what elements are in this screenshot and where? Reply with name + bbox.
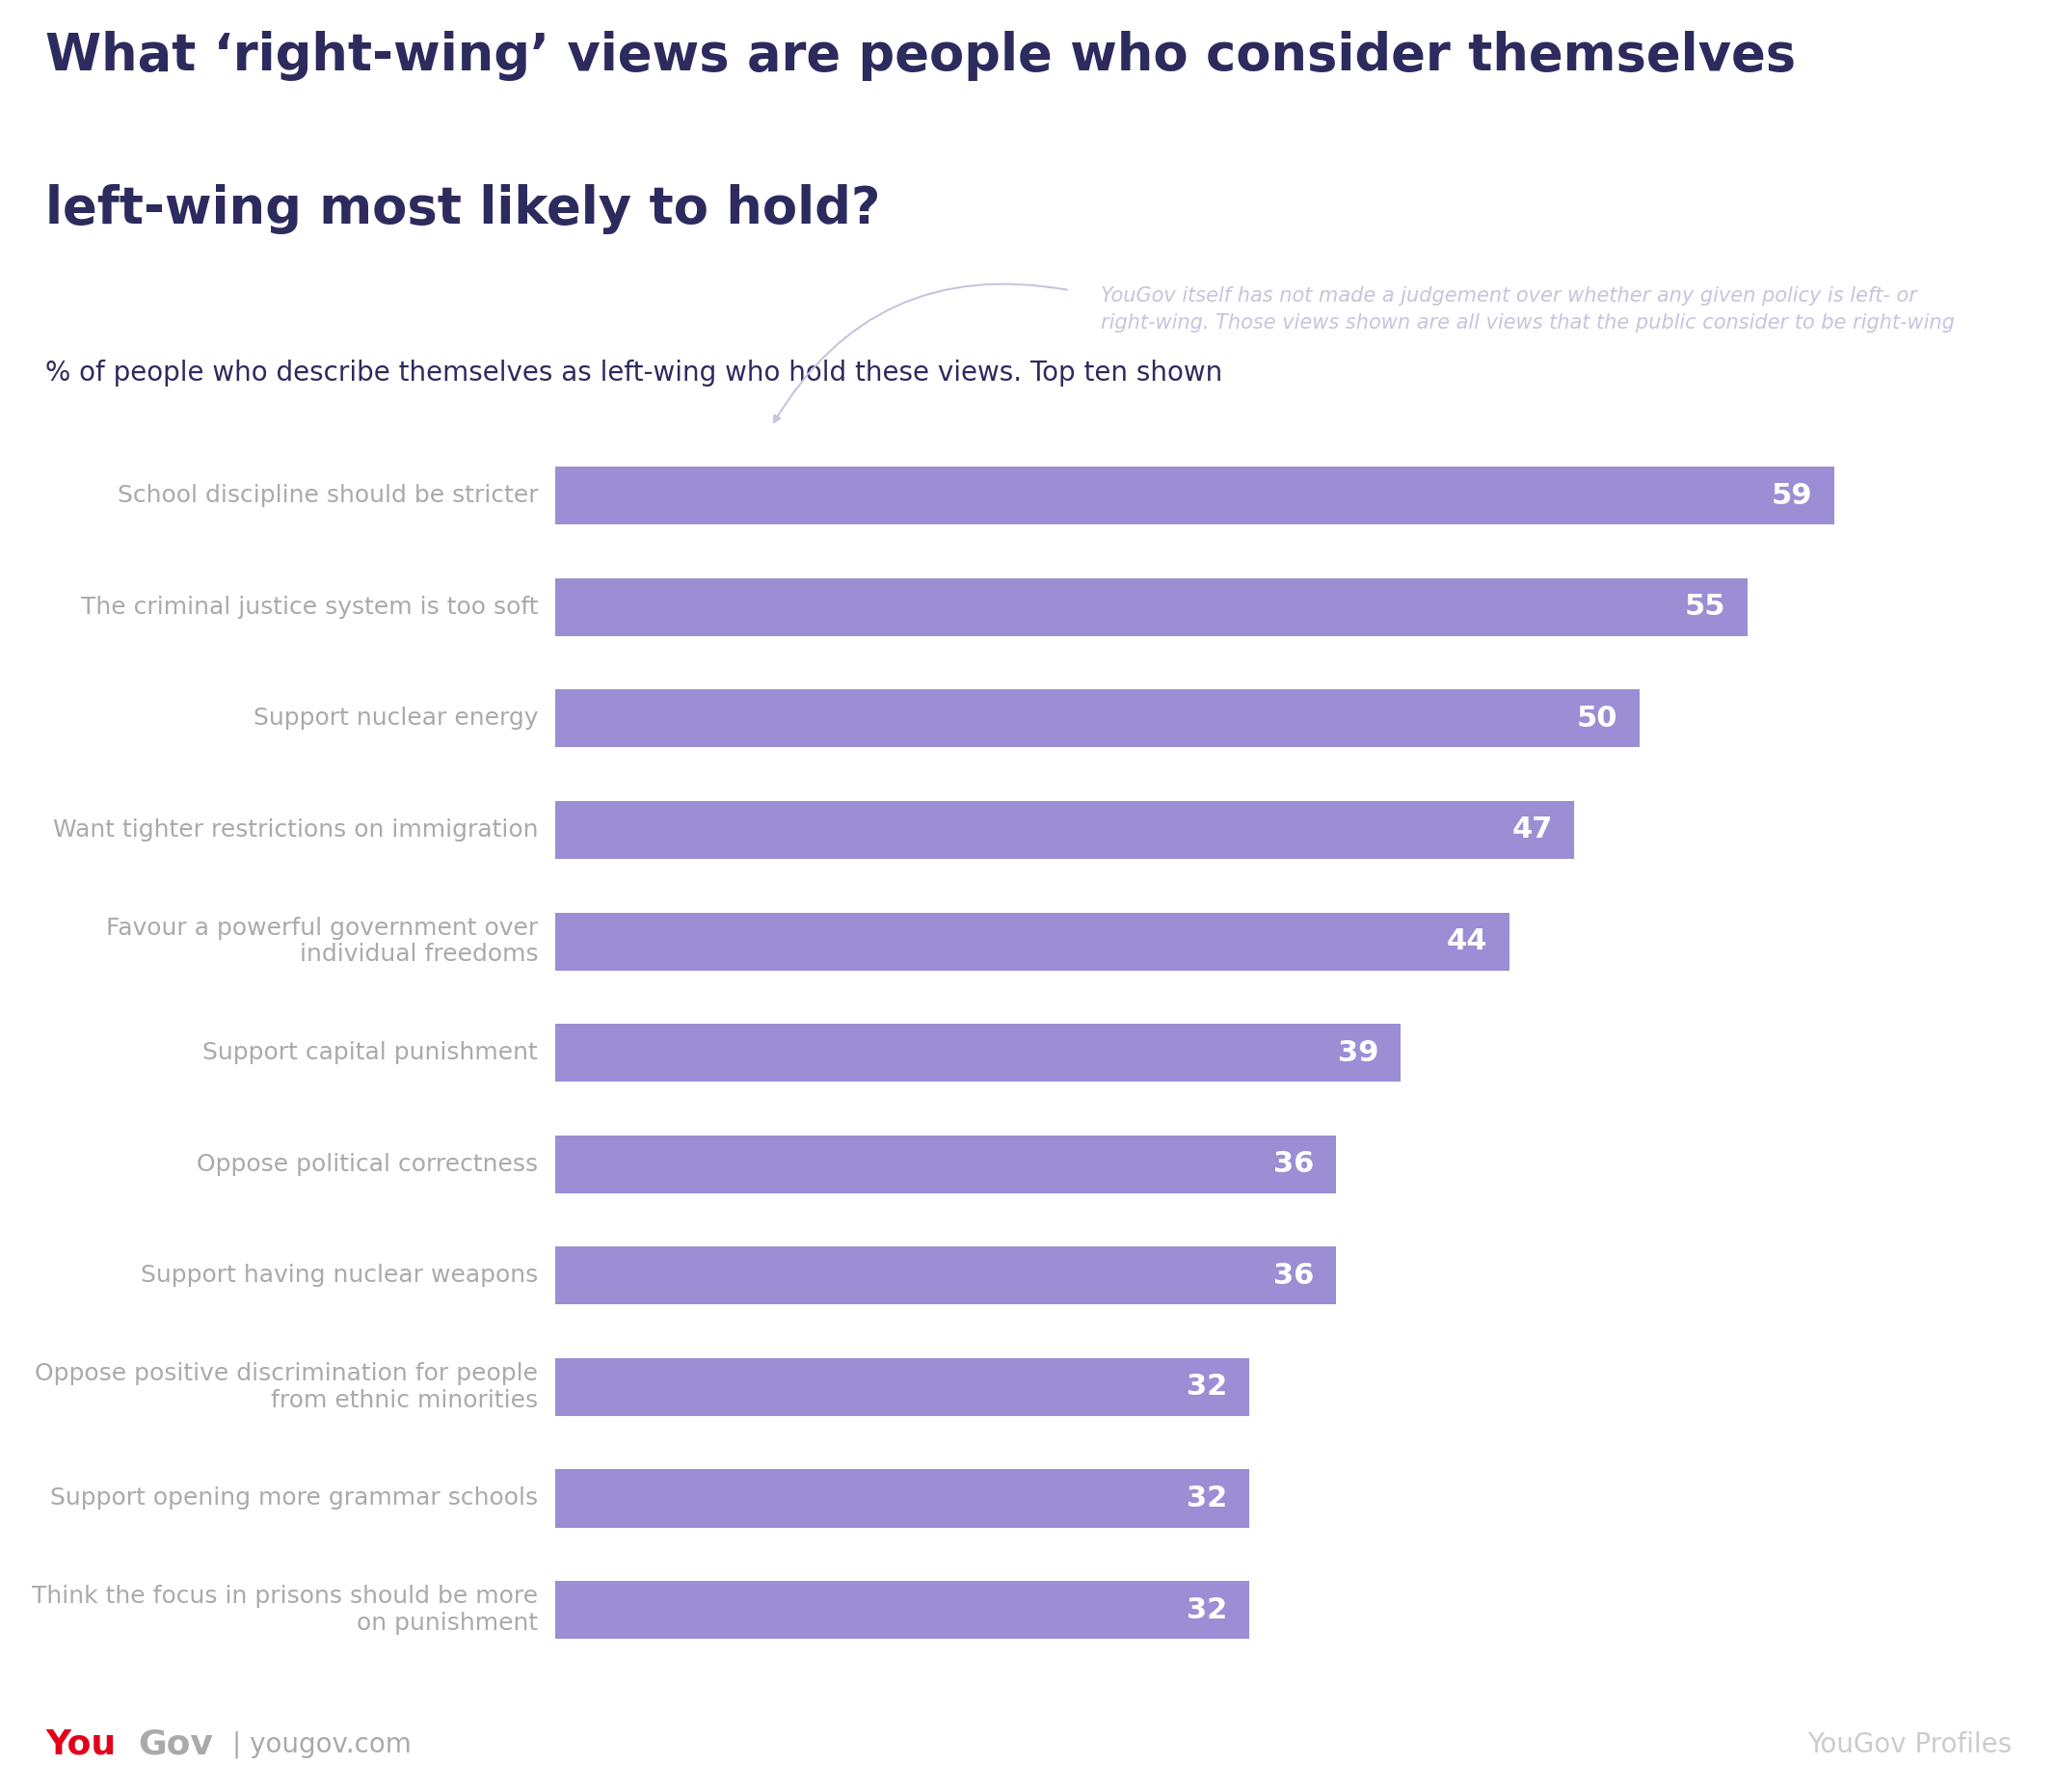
Text: Oppose positive discrimination for people
from ethnic minorities: Oppose positive discrimination for peopl… <box>35 1362 539 1412</box>
Text: School discipline should be stricter: School discipline should be stricter <box>117 484 539 507</box>
Bar <box>555 1469 1249 1527</box>
Bar <box>555 912 1510 969</box>
Bar <box>555 1581 1249 1640</box>
Text: YouGov Profiles: YouGov Profiles <box>1808 1731 2012 1758</box>
Text: Want tighter restrictions on immigration: Want tighter restrictions on immigration <box>53 819 539 842</box>
Bar <box>555 466 1835 525</box>
Bar <box>555 690 1639 747</box>
Text: 47: 47 <box>1512 815 1553 844</box>
Text: Support nuclear energy: Support nuclear energy <box>253 708 539 729</box>
Text: 59: 59 <box>1771 482 1812 509</box>
Bar <box>555 1023 1401 1082</box>
Text: 32: 32 <box>1187 1597 1228 1624</box>
Text: What ‘right-wing’ views are people who consider themselves: What ‘right-wing’ views are people who c… <box>45 30 1796 81</box>
Text: | yougov.com: | yougov.com <box>232 1731 411 1758</box>
Text: 50: 50 <box>1576 704 1617 733</box>
Bar <box>555 579 1748 636</box>
Bar <box>555 1136 1335 1193</box>
Text: Gov: Gov <box>138 1727 212 1762</box>
Text: 36: 36 <box>1273 1150 1314 1177</box>
Bar <box>555 1358 1249 1416</box>
Text: Favour a powerful government over
individual freedoms: Favour a powerful government over indivi… <box>107 916 539 966</box>
Text: Think the focus in prisons should be more
on punishment: Think the focus in prisons should be mor… <box>31 1584 539 1634</box>
Text: 32: 32 <box>1187 1373 1228 1401</box>
Bar <box>555 1247 1335 1305</box>
Text: 39: 39 <box>1339 1039 1378 1066</box>
Text: You: You <box>45 1727 115 1762</box>
Text: 32: 32 <box>1187 1484 1228 1512</box>
Text: left-wing most likely to hold?: left-wing most likely to hold? <box>45 185 880 235</box>
Text: 36: 36 <box>1273 1262 1314 1290</box>
Text: YouGov itself has not made a judgement over whether any given policy is left- or: YouGov itself has not made a judgement o… <box>1100 287 1954 333</box>
Bar <box>555 801 1574 858</box>
Text: Support capital punishment: Support capital punishment <box>204 1041 539 1064</box>
Text: Support opening more grammar schools: Support opening more grammar schools <box>49 1487 539 1511</box>
Text: Support having nuclear weapons: Support having nuclear weapons <box>140 1263 539 1287</box>
Text: 44: 44 <box>1446 928 1487 955</box>
Text: Oppose political correctness: Oppose political correctness <box>197 1152 539 1176</box>
Text: % of people who describe themselves as left-wing who hold these views. Top ten s: % of people who describe themselves as l… <box>45 360 1222 387</box>
Text: The criminal justice system is too soft: The criminal justice system is too soft <box>80 595 539 618</box>
Text: 55: 55 <box>1685 593 1726 622</box>
